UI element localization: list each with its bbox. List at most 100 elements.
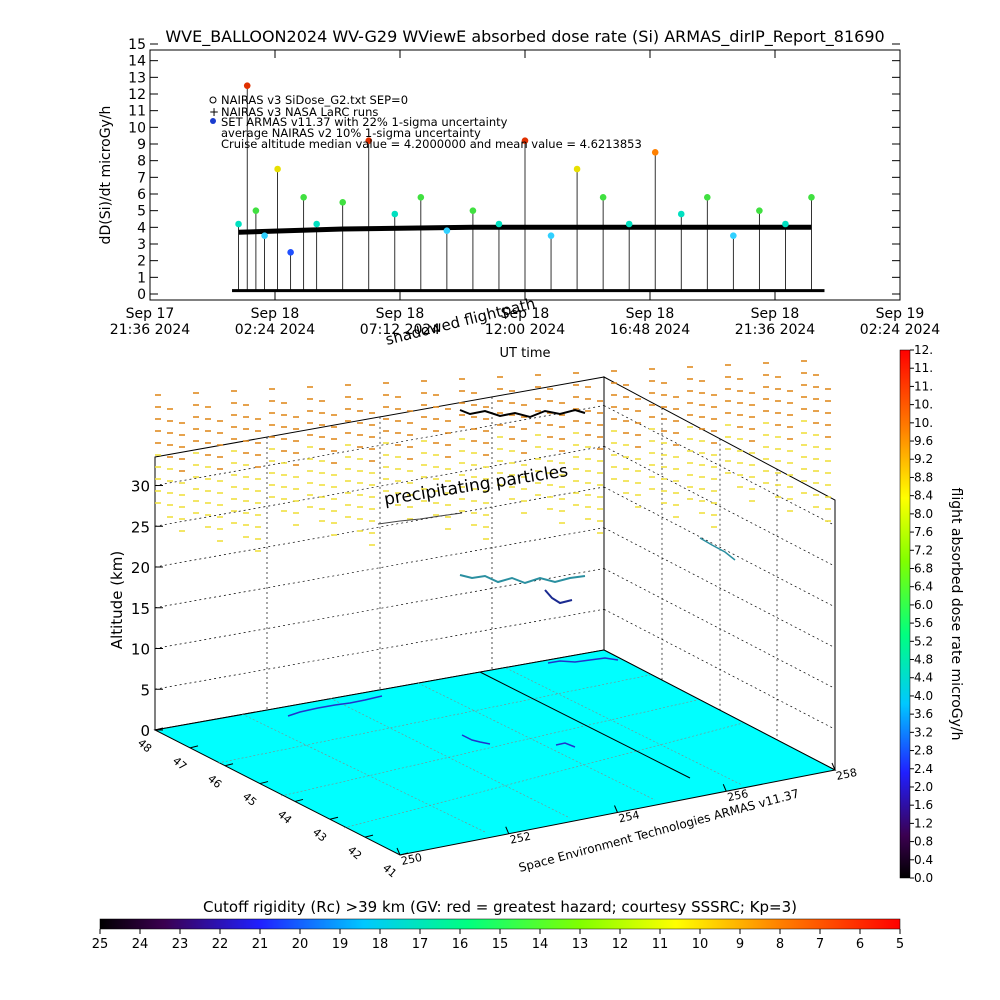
floor-grid-line: [217, 674, 651, 764]
y-tick-label: 13: [128, 70, 146, 86]
top-x-axis-label: UT time: [500, 346, 551, 361]
lon-tick-label: 254: [617, 808, 640, 825]
lat-tick-mark: [399, 852, 409, 856]
right-colorbar-tick-label: 4.8: [914, 653, 933, 667]
right-colorbar-tick-label: 7.2: [914, 543, 933, 557]
floor-path: [547, 657, 619, 664]
y-tick-label: 7: [137, 170, 146, 186]
right-colorbar-tick-label: 8.0: [914, 507, 933, 521]
right-colorbar-tick-label: 6.8: [914, 561, 933, 575]
wall-gridline: [154, 486, 605, 568]
flight-tracks: [377, 408, 736, 605]
top-plot-marks: [232, 82, 825, 293]
bottom-colorbar-tick-label: 20: [292, 937, 309, 952]
lat-tick-label: 43: [310, 826, 329, 845]
y-tick-label: 6: [137, 187, 146, 203]
lon-axis: 250 252 254 256 258: [396, 762, 858, 868]
y-tick-label: 12: [128, 87, 146, 103]
right-colorbar-tick-label: 7.6: [914, 525, 933, 539]
armas-point: [391, 210, 399, 218]
y-tick-label: 11: [128, 104, 146, 120]
bottom-colorbar-tick-label: 7: [816, 937, 824, 952]
lon-tick-label: 258: [835, 766, 858, 783]
lat-tick-label: 41: [380, 861, 399, 880]
right-colorbar-gradient: [899, 349, 911, 879]
floor-path: [555, 742, 576, 748]
lat-tick-label: 48: [135, 736, 154, 755]
lat-tick-mark: [364, 834, 374, 838]
z-tick-label: 30: [131, 478, 150, 496]
x-tick-label: 21:36 2024: [735, 322, 816, 338]
y-tick-label: 5: [137, 204, 146, 220]
bottom-colorbar-tick-label: 25: [92, 937, 109, 952]
lat-tick-mark: [154, 727, 164, 731]
lon-tick-mark: [396, 847, 401, 856]
bottom-colorbar: Cutoff rigidity (Rc) >39 km (GV: red = g…: [92, 898, 904, 952]
floor-gridlines: [217, 667, 744, 833]
floor-grid-line: [343, 722, 744, 829]
z-tick-label: 25: [131, 518, 150, 536]
wall-gridline: [603, 608, 836, 730]
right-colorbar-tick-label: 4.4: [914, 671, 933, 685]
z-tick-label: 15: [131, 600, 150, 618]
armas-point: [243, 82, 251, 89]
y-tick-label: 3: [137, 237, 146, 253]
legend-marker-armas: [210, 118, 216, 124]
lat-tick-label: 47: [170, 754, 189, 773]
bottom-colorbar-tick-label: 13: [572, 937, 589, 952]
right-colorbar-tick-label: 1.2: [914, 816, 933, 830]
floor-path: [461, 734, 491, 745]
armas-point: [599, 194, 607, 201]
y-tick-label: 15: [128, 37, 146, 53]
z-tick-label: 0: [140, 722, 150, 740]
bottom-colorbar-tick-label: 9: [736, 937, 744, 952]
x-tick-label: Sep 18: [501, 306, 550, 322]
right-colorbar-tick-label: 6.0: [914, 598, 933, 612]
armas-point: [339, 199, 347, 206]
right-colorbar-tick-label: 3.6: [914, 707, 933, 721]
lat-tick-mark: [189, 745, 199, 749]
right-colorbar-tick-label: 9.6: [914, 434, 933, 448]
right-colorbar-tick-label: 2.0: [914, 780, 933, 794]
x-tick-label: Sep 19: [876, 306, 925, 322]
bottom-colorbar-tick-label: 16: [452, 937, 469, 952]
y-tick-label: 10: [128, 120, 146, 136]
right-colorbar-tick-label: 8.4: [914, 489, 933, 503]
wall-gridline: [603, 445, 836, 567]
floor-grid-line: [329, 697, 571, 819]
armas-point: [252, 207, 260, 214]
lon-tick-label: 256: [726, 787, 749, 804]
floor-grid-line: [241, 713, 486, 833]
y-tick-label: 0: [137, 287, 146, 303]
z-tick-label: 10: [131, 641, 150, 659]
right-colorbar-tick-label: 5.2: [914, 634, 933, 648]
top-y-axis-label: dD(Si)/dt microGy/h: [98, 106, 114, 245]
bottom-colorbar-tick-label: 19: [332, 937, 349, 952]
y-tick-label: 2: [137, 254, 146, 270]
flight-track: [459, 574, 586, 585]
lon-tick-mark: [831, 762, 836, 771]
armas-point: [730, 232, 737, 239]
right-colorbar-tick-label: 9.2: [914, 452, 933, 466]
bottom-colorbar-tick-label: 24: [132, 937, 149, 952]
wall-gridline: [603, 568, 836, 689]
armas-point: [300, 194, 307, 201]
bottom-colorbar-tick-label: 18: [372, 937, 389, 952]
lon-tick-mark: [614, 805, 618, 813]
wall-gridline: [603, 405, 836, 526]
legend-marker-nairas-sidose: [209, 96, 217, 104]
right-colorbar-tick-label: 0.8: [914, 835, 933, 849]
lat-tick-mark: [329, 816, 339, 820]
legend-nairas-v2: average NAIRAS v2 10% 1-sigma uncertaint…: [221, 126, 481, 140]
wall-gridline: [603, 527, 836, 649]
right-colorbar-tick-label: 5.6: [914, 616, 933, 630]
lat-tick-mark: [294, 798, 304, 802]
chart-title: WVE_BALLOON2024 WV-G29 WViewE absorbed d…: [165, 27, 884, 47]
bottom-colorbar-tick-label: 17: [412, 937, 429, 952]
bottom-colorbar-tick-label: 11: [652, 937, 669, 952]
right-colorbar-tick-label: 10.: [914, 398, 933, 412]
right-colorbar-tick-label: 2.4: [914, 762, 933, 776]
lat-tick-label: 44: [275, 808, 294, 827]
